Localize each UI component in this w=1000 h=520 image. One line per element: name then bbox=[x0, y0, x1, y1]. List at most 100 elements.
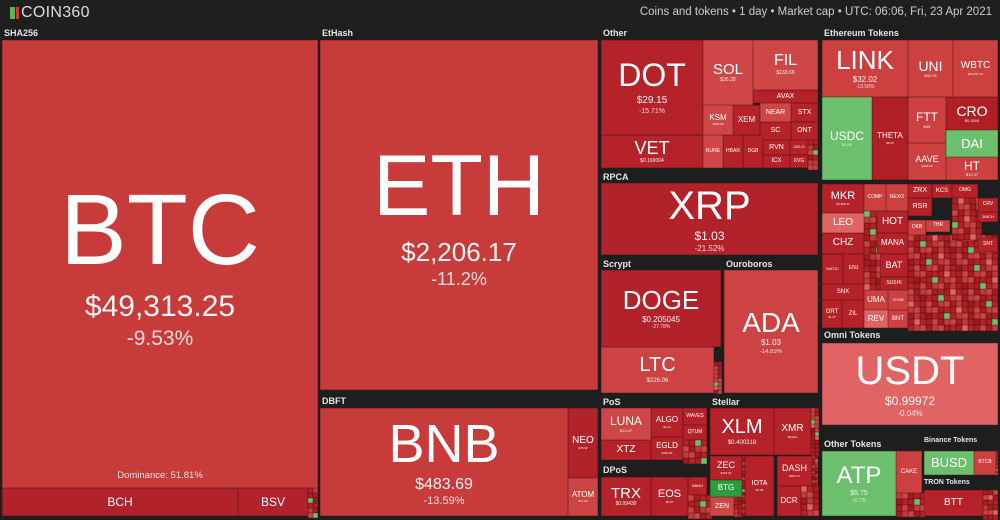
small-coin-tile[interactable] bbox=[864, 211, 870, 217]
small-coin-tile[interactable] bbox=[808, 145, 813, 150]
small-coin-tile[interactable] bbox=[914, 313, 920, 319]
small-coin-tile[interactable] bbox=[811, 416, 815, 420]
small-coin-tile[interactable] bbox=[986, 265, 992, 271]
small-coin-tile[interactable] bbox=[313, 498, 318, 503]
small-coin-tile[interactable] bbox=[908, 241, 914, 247]
small-coin-tile[interactable] bbox=[742, 486, 745, 489]
small-coin-tile[interactable] bbox=[718, 362, 722, 366]
small-coin-tile[interactable] bbox=[689, 446, 695, 452]
coin-tile-rune[interactable]: RUNE bbox=[703, 135, 723, 168]
small-coin-tile[interactable] bbox=[996, 461, 998, 463]
small-coin-tile[interactable] bbox=[714, 378, 718, 382]
small-coin-tile[interactable] bbox=[992, 295, 998, 301]
small-coin-tile[interactable] bbox=[920, 289, 926, 295]
small-coin-tile[interactable] bbox=[742, 465, 745, 468]
small-coin-tile[interactable] bbox=[926, 289, 932, 295]
small-coin-tile[interactable] bbox=[958, 228, 964, 234]
small-coin-tile[interactable] bbox=[974, 307, 980, 313]
small-coin-tile[interactable] bbox=[958, 204, 964, 210]
small-coin-tile[interactable] bbox=[864, 272, 870, 278]
small-coin-tile[interactable] bbox=[688, 507, 694, 513]
small-coin-tile[interactable] bbox=[976, 228, 982, 234]
small-coin-tile[interactable] bbox=[952, 204, 958, 210]
small-coin-tile[interactable] bbox=[742, 483, 745, 486]
small-coin-tile[interactable] bbox=[920, 253, 926, 259]
small-coin-tile[interactable] bbox=[870, 278, 876, 284]
small-coin-tile[interactable] bbox=[980, 313, 986, 319]
small-coin-tile[interactable] bbox=[700, 495, 706, 501]
small-coin-tile[interactable] bbox=[914, 271, 920, 277]
coin-tile-busd[interactable]: BUSD bbox=[924, 451, 974, 475]
small-coin-tile[interactable] bbox=[993, 505, 998, 510]
small-coin-tile[interactable] bbox=[974, 301, 980, 307]
small-coin-tile[interactable] bbox=[956, 259, 962, 265]
small-coin-tile[interactable] bbox=[983, 510, 988, 515]
small-coin-tile[interactable] bbox=[808, 165, 813, 170]
small-coin-tile[interactable] bbox=[914, 493, 920, 499]
small-coin-tile[interactable] bbox=[876, 284, 882, 290]
small-coin-tile[interactable] bbox=[962, 271, 968, 277]
small-coin-tile[interactable] bbox=[738, 513, 742, 517]
small-coin-tile[interactable] bbox=[920, 277, 926, 283]
small-coin-tile[interactable] bbox=[980, 319, 986, 325]
small-coin-tile[interactable] bbox=[908, 295, 914, 301]
small-coin-tile[interactable] bbox=[950, 307, 956, 313]
small-coin-tile[interactable] bbox=[908, 259, 914, 265]
small-coin-tile[interactable] bbox=[926, 325, 932, 331]
small-coin-tile[interactable] bbox=[870, 211, 876, 217]
small-coin-tile[interactable] bbox=[811, 436, 815, 440]
small-coin-tile[interactable] bbox=[950, 259, 956, 265]
small-coin-tile[interactable] bbox=[734, 505, 738, 509]
small-coin-tile[interactable] bbox=[962, 301, 968, 307]
coin-tile-usdt[interactable]: USDT $0.99972 -0.04% bbox=[822, 343, 998, 425]
small-coin-tile[interactable] bbox=[920, 247, 926, 253]
small-coin-tile[interactable] bbox=[980, 271, 986, 277]
small-coin-tile[interactable] bbox=[896, 493, 902, 499]
coin-tile-uma[interactable]: UMA bbox=[864, 290, 888, 310]
small-coin-tile[interactable] bbox=[718, 378, 722, 382]
small-coin-tile[interactable] bbox=[864, 247, 870, 253]
small-coin-tile[interactable] bbox=[742, 513, 745, 516]
small-coin-tile[interactable] bbox=[864, 278, 870, 284]
coin-tile-neo[interactable]: NEO $78.92 bbox=[568, 408, 598, 478]
coin-tile-bat[interactable]: BAT bbox=[880, 254, 908, 277]
small-coin-tile[interactable] bbox=[914, 259, 920, 265]
small-coin-tile[interactable] bbox=[952, 234, 958, 240]
small-coin-tile[interactable] bbox=[950, 325, 956, 331]
small-coin-tile[interactable] bbox=[815, 444, 819, 448]
small-coin-tile[interactable] bbox=[926, 277, 932, 283]
small-coin-tile[interactable] bbox=[986, 283, 992, 289]
small-coin-tile[interactable] bbox=[870, 254, 876, 260]
small-coin-tile[interactable] bbox=[689, 440, 695, 446]
coin-tile-icx[interactable]: ICX bbox=[763, 155, 790, 168]
small-coin-tile[interactable] bbox=[815, 452, 819, 456]
small-coin-tile[interactable] bbox=[742, 507, 745, 510]
small-coin-tile[interactable] bbox=[993, 500, 998, 505]
small-coin-tile[interactable] bbox=[695, 446, 701, 452]
small-coin-tile[interactable] bbox=[932, 319, 938, 325]
small-coin-tile[interactable] bbox=[914, 325, 920, 331]
small-coin-tile[interactable] bbox=[718, 382, 722, 386]
small-coin-tile[interactable] bbox=[944, 313, 950, 319]
small-coin-tile[interactable] bbox=[920, 241, 926, 247]
small-coin-tile[interactable] bbox=[986, 295, 992, 301]
small-coin-tile[interactable] bbox=[926, 307, 932, 313]
coin-tile-thr[interactable]: THR bbox=[926, 220, 950, 232]
coin-tile-zec[interactable]: ZEC $194.02 bbox=[710, 456, 742, 480]
small-coin-tile[interactable] bbox=[914, 511, 920, 517]
coin-tile-bsv[interactable]: BSV bbox=[238, 488, 308, 516]
coin-tile-comp[interactable]: COMP bbox=[864, 184, 886, 211]
small-coin-tile[interactable] bbox=[815, 477, 818, 480]
small-coin-tile[interactable] bbox=[870, 284, 876, 290]
small-coin-tile[interactable] bbox=[801, 486, 807, 492]
coin-tile-bch[interactable]: BCH bbox=[2, 488, 238, 516]
small-coin-tile[interactable] bbox=[313, 488, 318, 493]
small-coin-tile[interactable] bbox=[938, 319, 944, 325]
coin-tile-hot[interactable]: HOT bbox=[877, 211, 908, 233]
small-coin-tile[interactable] bbox=[812, 474, 815, 477]
small-coin-tile[interactable] bbox=[932, 241, 938, 247]
small-coin-tile[interactable] bbox=[742, 501, 745, 504]
small-coin-tile[interactable] bbox=[870, 272, 876, 278]
small-coin-tile[interactable] bbox=[811, 440, 815, 444]
small-coin-tile[interactable] bbox=[870, 223, 876, 229]
